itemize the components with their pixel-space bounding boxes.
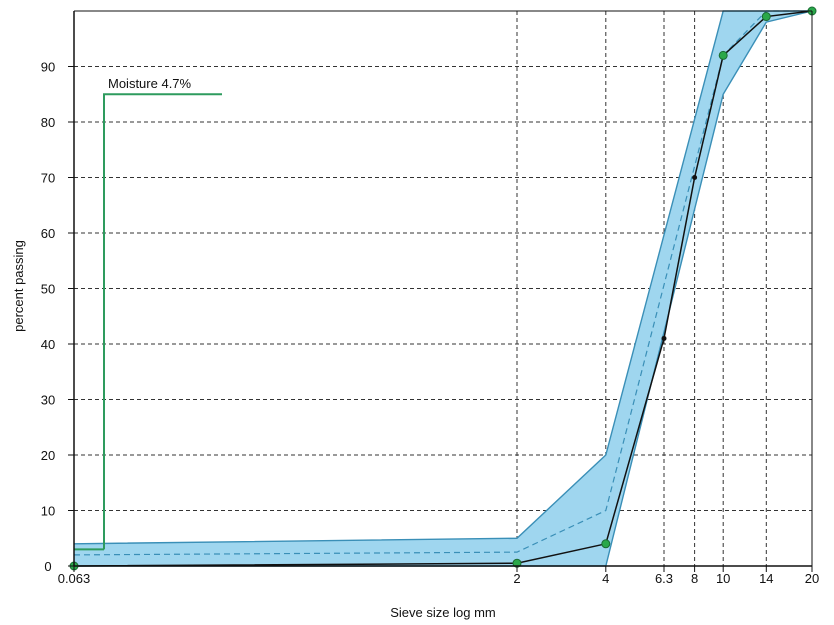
data-point [761, 12, 771, 22]
x-tick-label: 20 [805, 571, 819, 586]
x-tick-label: 14 [759, 571, 773, 586]
y-tick-label: 10 [41, 504, 55, 519]
y-tick-label: 80 [41, 115, 55, 130]
moisture-annotation-line [103, 93, 222, 550]
moisture-annotation-label: Moisture 4.7% [108, 76, 192, 91]
data-point [601, 539, 611, 549]
data-point [718, 50, 728, 60]
y-tick-label: 40 [41, 337, 55, 352]
envelope-band [74, 11, 812, 566]
x-tick-label: 8 [691, 571, 698, 586]
y-tick-label: 30 [41, 393, 55, 408]
sample-grading-line [73, 10, 813, 567]
y-tick-label: 50 [41, 282, 55, 297]
data-point [692, 175, 698, 180]
moisture-annotation: Moisture 4.7% [74, 76, 222, 551]
y-tick-label: 90 [41, 60, 55, 75]
x-tick-label: 4 [602, 571, 609, 586]
x-tick-label: 10 [716, 571, 730, 586]
y-tick-label: 0 [44, 559, 51, 574]
x-tick-label: 6.3 [655, 571, 673, 586]
data-point [661, 335, 667, 341]
x-tick-label: 0.063 [58, 571, 91, 586]
axes [68, 10, 813, 572]
y-tick-label: 60 [41, 226, 55, 241]
x-axis-label: Sieve size log mm [390, 605, 495, 620]
tick-labels: 0 10 20 30 40 50 60 70 80 90 0.063 2 4 6.3 8 10 14 20 [41, 60, 819, 587]
y-tick-label: 20 [41, 448, 55, 463]
y-tick-label: 70 [41, 171, 55, 186]
x-tick-label: 2 [513, 571, 520, 586]
grid-lines [74, 11, 812, 566]
y-axis-label: percent passing [11, 240, 26, 332]
